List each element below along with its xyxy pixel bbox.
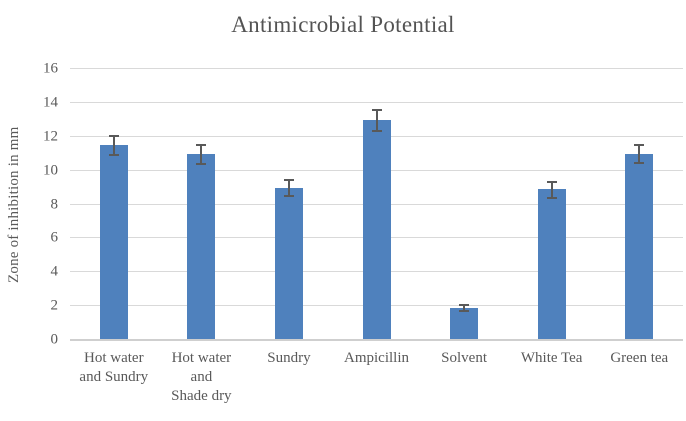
bar-column-1 [70,69,158,340]
bar-column-5 [420,69,508,340]
x-axis-label-3: Sundry [245,349,333,406]
bars-layer [70,69,683,340]
chart-title: Antimicrobial Potential [231,12,455,37]
x-axis-label-line: Shade dry [171,388,232,404]
error-bar-cap-bottom-2 [196,162,207,165]
x-axis-label-line: Ampicillin [344,350,410,366]
bar-3 [274,187,303,340]
error-bar-line-4 [375,108,378,131]
error-bar-cap-top-1 [108,135,119,138]
error-bar-cap-bottom-7 [634,162,645,165]
x-axis-label-line: Green tea [610,350,669,366]
error-bar-line-1 [112,135,115,156]
gridline-16 [70,68,683,69]
error-bar-cap-top-7 [634,144,645,147]
y-tick-label-12: 12 [43,128,58,145]
error-bar-line-7 [638,144,641,164]
y-axis-tick-labels: 0 2 4 6 8 10 12 14 16 [0,61,59,347]
gridline-14 [70,101,683,103]
bar-7 [625,153,654,340]
y-tick-label-2: 2 [50,297,59,314]
error-bar-cap-bottom-1 [108,154,119,157]
y-tick-label-6: 6 [50,229,59,246]
error-bar-cap-bottom-6 [546,196,557,199]
bar-column-3 [245,69,333,340]
bar-5 [450,307,479,340]
x-axis-line [70,339,683,341]
y-tick-label-16: 16 [43,60,58,77]
bar-column-4 [333,69,421,340]
error-bar-cap-bottom-5 [459,310,470,313]
x-axis-label-2: Hot water and Shade dry [158,349,246,406]
x-axis-label-4: Ampicillin [333,349,421,406]
error-bar-cap-bottom-4 [371,129,382,132]
x-axis-category-labels: Hot water and Sundry Hot water and Shade dry… [70,349,683,406]
x-axis-label-line: and [190,369,213,385]
x-axis-label-line: and Sundry [79,369,149,385]
x-axis-label-1: Hot water and Sundry [70,349,158,406]
x-axis-label-line: White Tea [520,350,583,366]
x-axis-label-7: Green tea [595,349,683,406]
bar-6 [537,189,566,340]
plot-area [70,68,683,341]
x-axis-label-line: Hot water [171,350,232,366]
error-bar-cap-top-5 [459,304,470,307]
y-tick-label-14: 14 [43,94,58,111]
error-bar-line-2 [200,143,203,164]
y-tick-label-8: 8 [50,196,59,212]
y-tick-label-0: 0 [50,331,59,348]
error-bar-cap-top-2 [196,143,207,146]
y-tick-label-4: 4 [50,263,59,280]
x-axis-label-line: Sundry [267,350,311,366]
x-axis-label-line: Solvent [441,350,488,366]
y-tick-label-10: 10 [43,162,58,179]
bar-4 [362,119,391,340]
bar-column-7 [595,69,683,340]
bar-column-6 [508,69,596,340]
error-bar-cap-top-6 [546,180,557,183]
bar-2 [187,153,216,340]
error-bar-line-6 [550,180,553,198]
error-bar-cap-bottom-3 [283,195,294,198]
error-bar-cap-top-4 [371,108,382,111]
bar-1 [99,145,128,340]
x-axis-label-line: Hot water [84,350,144,366]
error-bar-line-5 [463,304,466,312]
error-bar-line-3 [287,179,290,197]
x-axis-label-6: White Tea [508,349,596,406]
error-bar-cap-top-3 [283,179,294,182]
x-axis-label-5: Solvent [420,349,508,406]
bar-column-2 [158,69,246,340]
